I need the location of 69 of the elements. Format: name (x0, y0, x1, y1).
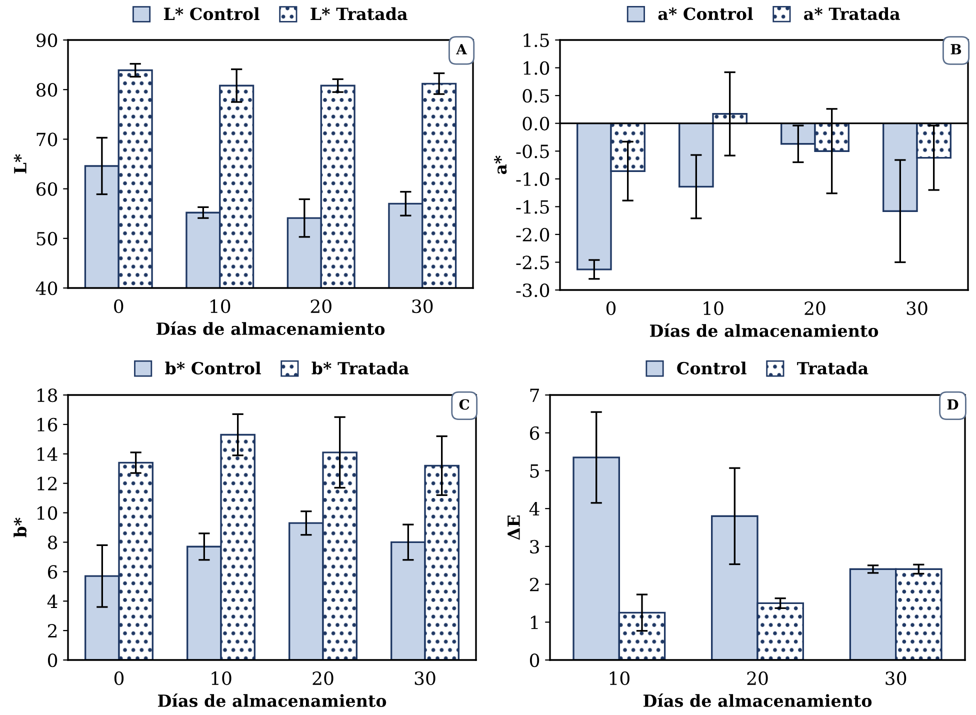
annotation: D (947, 399, 958, 410)
y-tick-label: 1.0 (524, 61, 550, 75)
y-tick-label: 6 (48, 565, 58, 579)
y-tick-label: 0 (48, 653, 58, 668)
annotation: C (459, 399, 470, 410)
y-tick-label: 2 (530, 578, 539, 592)
y-tick-label: 80 (36, 83, 58, 97)
x-axis-title: Días de almacenamiento (644, 693, 872, 708)
y-tick-label: 60 (36, 182, 58, 196)
y-tick-label: 7 (530, 388, 539, 402)
y-tick-label: 90 (36, 33, 58, 48)
x-tick-label: 20 (312, 671, 334, 686)
x-tick-label: 0 (114, 671, 124, 686)
y-axis-title: b* (14, 518, 27, 538)
x-tick-label: 30 (414, 671, 436, 686)
y-axis-title: a* (494, 156, 507, 174)
y-tick-label: 6 (530, 426, 540, 440)
y-tick-label: -1.5 (516, 200, 549, 214)
legend-label: b* Control (165, 362, 261, 375)
y-tick-label: 4 (529, 502, 540, 516)
y-axis-title: L* (14, 154, 26, 174)
legend-label: L* Tratada (310, 7, 408, 20)
x-tick-label: 20 (804, 301, 826, 316)
y-tick-label: 0 (530, 653, 540, 668)
y-tick-label: 2 (48, 624, 57, 638)
x-tick-label: 10 (210, 299, 230, 314)
y-tick-label: -3.0 (516, 283, 550, 298)
legend-label: a* Control (658, 7, 753, 20)
y-tick-label: 3 (530, 540, 539, 554)
legend-label: a* Tratada (804, 7, 900, 20)
y-tick-label: 16 (38, 418, 58, 432)
x-axis-title: Días de almacenamiento (650, 323, 878, 338)
y-tick-label: 5 (530, 464, 539, 478)
y-tick-label: 70 (36, 132, 58, 146)
y-tick-label: 12 (38, 476, 57, 490)
x-tick-label: 10 (212, 671, 232, 686)
x-tick-label: 30 (412, 299, 433, 314)
y-tick-label: 1 (530, 616, 538, 630)
y-tick-label: 10 (38, 506, 58, 520)
y-tick-label: -2.5 (516, 256, 549, 270)
x-tick-label: 30 (906, 301, 928, 316)
y-tick-label: 18 (38, 388, 58, 402)
y-tick-label: 40 (36, 281, 58, 296)
y-tick-label: 0.0 (522, 116, 550, 130)
y-tick-label: 8 (48, 536, 58, 550)
x-axis-title: Días de almacenamiento (158, 693, 386, 708)
legend-label: L* Control (164, 7, 260, 20)
legend-label: Tratada (797, 362, 868, 375)
annotation: B (950, 44, 962, 54)
x-axis-title: Días de almacenamiento (156, 321, 385, 336)
y-tick-label: 4 (47, 594, 58, 608)
x-tick-label: 10 (610, 671, 630, 686)
x-tick-label: 10 (704, 301, 724, 316)
x-tick-label: 20 (747, 671, 768, 686)
annotation: A (456, 44, 468, 54)
legend-label: b* Tratada (312, 362, 409, 375)
y-axis-title: ΔE (508, 516, 520, 540)
y-tick-label: -2.0 (516, 228, 550, 242)
x-tick-label: 0 (114, 299, 124, 314)
y-tick-label: 0.5 (522, 89, 549, 103)
y-tick-label: 14 (38, 447, 58, 461)
y-tick-label: -0.5 (516, 144, 549, 158)
y-tick-label: 50 (36, 232, 58, 246)
y-tick-label: 1.5 (524, 33, 549, 48)
legend-label: Control (677, 362, 746, 375)
x-tick-label: 0 (606, 301, 616, 316)
y-tick-label: -1.0 (516, 172, 550, 186)
x-tick-label: 20 (310, 299, 332, 314)
x-tick-label: 30 (886, 671, 906, 686)
